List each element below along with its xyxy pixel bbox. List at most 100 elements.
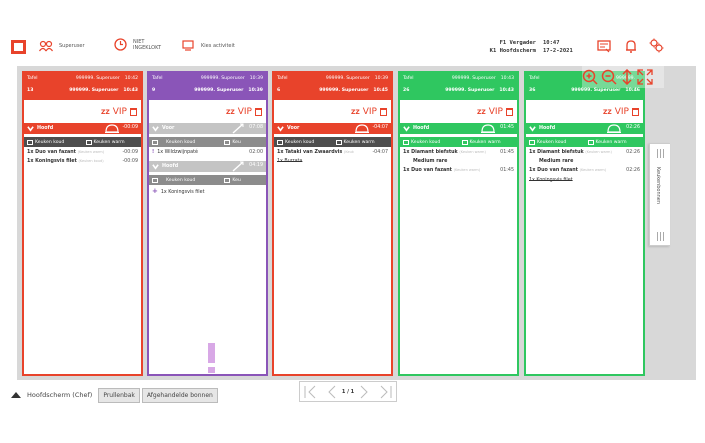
kitchen-cold[interactable]: Keuken koud	[149, 175, 221, 185]
vip-label[interactable]: VIP	[362, 107, 377, 117]
order-line[interactable]: 1x Duo van fazant (Keuken warm) 02:26	[529, 168, 640, 173]
kitchen-warm[interactable]: Keuken warm	[83, 137, 142, 147]
kitchen-warm[interactable]: Keu	[221, 137, 266, 147]
order-line[interactable]: +1x Koningsvis filet	[152, 188, 263, 196]
order-line[interactable]: 1x Diamant biefstuk (Keuken warm) 02:26	[529, 150, 640, 155]
knife-icon[interactable]	[232, 161, 244, 172]
course-name: Hoofd	[413, 126, 430, 131]
next-page-icon[interactable]	[358, 385, 370, 399]
kitchen-bar: Keuken koud Keuken warm	[400, 137, 517, 147]
logo	[11, 40, 26, 54]
zoom-out-icon[interactable]	[601, 69, 617, 85]
order-line[interactable]: 1x Duo van fazant (Keuken warm) 01:45	[403, 168, 514, 173]
user-menu[interactable]: Superuser	[39, 40, 85, 52]
course-header[interactable]: Voor 07:08	[149, 123, 266, 134]
sleep-icon[interactable]: ZZ	[603, 108, 612, 116]
bell-icon[interactable]	[624, 39, 638, 53]
expand-icon[interactable]	[637, 69, 653, 85]
kitchen-cold[interactable]: Keuken koud	[149, 137, 221, 147]
course-header[interactable]: Hoofd 02:26	[526, 123, 643, 134]
page-indicator: 1 / 1	[341, 388, 355, 395]
order-card-table-26[interactable]: Tafel 999999. Superuser 10:43 26 999999. Su…	[398, 71, 519, 376]
trash-icon[interactable]	[130, 108, 137, 116]
order-line[interactable]: 1x Koningsvis filet	[529, 178, 640, 183]
first-page-icon[interactable]	[303, 385, 323, 399]
item-time: -00:09	[122, 150, 138, 155]
kitchen-warm[interactable]: Keuken warm	[585, 137, 644, 147]
cloche-icon[interactable]	[481, 124, 495, 133]
kitchen-cold-label: Keuken koud	[35, 139, 65, 145]
order-user-2: 999999. Superuser	[69, 88, 119, 93]
course-time: -00:09	[122, 125, 138, 130]
kitchen-icon	[461, 139, 468, 145]
sleep-icon[interactable]: ZZ	[226, 108, 235, 116]
order-line-modifier[interactable]: Medium rare	[403, 159, 514, 164]
clock-status[interactable]: NIET INGEKLOKT	[114, 38, 161, 51]
last-page-icon[interactable]	[373, 385, 393, 399]
order-card-table-36[interactable]: Tafel 999999. 36 999999. Superuser 10:46 ZZ…	[524, 71, 645, 376]
course-header[interactable]: Hoofd -00:09	[24, 123, 141, 134]
order-line[interactable]: 1x Diamant biefstuk (Keuken warm) 01:45	[403, 150, 514, 155]
kitchen-icon	[587, 139, 594, 145]
cloche-icon[interactable]	[355, 124, 369, 133]
notes-icon[interactable]	[597, 40, 611, 53]
tafel-label: Tafel	[277, 76, 288, 81]
trash-icon[interactable]	[255, 108, 262, 116]
order-user: 999999. Superuser	[451, 76, 496, 81]
zoom-in-icon[interactable]	[582, 69, 598, 85]
order-card-table-6[interactable]: Tafel 999999. Superuser 10:39 6 999999. Sup…	[272, 71, 393, 376]
order-line[interactable]: ! 1x Wildzwijnpaté 02:00	[152, 150, 263, 155]
trash-bin-button[interactable]: Prullenbak	[98, 387, 140, 403]
item-time: 01:45	[500, 150, 514, 155]
course-header[interactable]: Voor -04:07	[274, 123, 391, 134]
vip-label[interactable]: VIP	[488, 107, 503, 117]
order-time-bottom: 10:46	[625, 88, 640, 93]
kitchen-cold[interactable]: Keuken koud	[24, 137, 83, 147]
order-line-modifier[interactable]: Medium rare	[529, 159, 640, 164]
item-name: 1x Tataki van Zwaardvis	[277, 150, 343, 155]
item-time: -00:09	[122, 159, 138, 164]
order-line[interactable]: 1x Burrata	[277, 159, 388, 164]
prev-page-icon[interactable]	[326, 385, 338, 399]
completed-orders-button[interactable]: Afgehandelde bonnen	[141, 387, 218, 403]
kitchen-icon	[85, 139, 92, 145]
order-line[interactable]: 1x Koningsvis filet (Keuken koud) -00:09	[27, 159, 138, 164]
keukenbonnen-tab[interactable]: Keukenbonnen	[649, 143, 670, 246]
settings-icon[interactable]	[649, 38, 664, 53]
course-header[interactable]: Hoofd 01:45	[400, 123, 517, 134]
kitchen-cold[interactable]: Keuken koud	[274, 137, 333, 147]
kitchen-cold[interactable]: Keuken koud	[526, 137, 585, 147]
item-station: (Keuk	[343, 150, 354, 154]
kitchen-cold-label: Keuken koud	[411, 139, 441, 145]
sleep-icon[interactable]: ZZ	[477, 108, 486, 116]
course-header-2[interactable]: Hoofd 04:19	[149, 161, 266, 172]
kitchen-warm[interactable]: Keu	[221, 175, 266, 185]
cloche-icon[interactable]	[105, 124, 119, 133]
kitchen-cold-label: Keuken koud	[537, 139, 567, 145]
vip-label[interactable]: VIP	[112, 107, 127, 117]
order-line[interactable]: 1x Tataki van Zwaardvis (Keuk -04:07	[277, 150, 388, 155]
trash-icon[interactable]	[632, 108, 639, 116]
vip-label[interactable]: VIP	[614, 107, 629, 117]
activity-icon	[182, 40, 194, 51]
kitchen-warm[interactable]: Keuken warm	[333, 137, 392, 147]
kitchen-warm[interactable]: Keuken warm	[459, 137, 518, 147]
item-time: 02:26	[626, 168, 640, 173]
sort-icon[interactable]	[620, 69, 634, 85]
cloche-icon[interactable]	[607, 124, 621, 133]
sleep-icon[interactable]: ZZ	[351, 108, 360, 116]
order-card-table-13[interactable]: Tafel 999999. Superuser 10:42 13 999999. Su…	[22, 71, 143, 376]
activity-select[interactable]: Kies activiteit	[182, 40, 235, 51]
trash-icon[interactable]	[380, 108, 387, 116]
sleep-icon[interactable]: ZZ	[101, 108, 110, 116]
order-time-top: 10:39	[374, 76, 388, 81]
knife-icon[interactable]	[232, 123, 244, 134]
order-card-table-9[interactable]: Tafel 999999. Superuser 10:39 9 999999. Sup…	[147, 71, 268, 376]
screen-selector[interactable]: Hoofdscherm (Chef)	[11, 391, 92, 399]
order-line[interactable]: 1x Duo van fazant (Keuken warm) -00:09	[27, 150, 138, 155]
order-card-header: Tafel 999999. 36 999999. Superuser 10:46	[526, 73, 643, 100]
vip-label[interactable]: VIP	[237, 107, 252, 117]
kitchen-cold[interactable]: Keuken koud	[400, 137, 459, 147]
trash-icon[interactable]	[506, 108, 513, 116]
